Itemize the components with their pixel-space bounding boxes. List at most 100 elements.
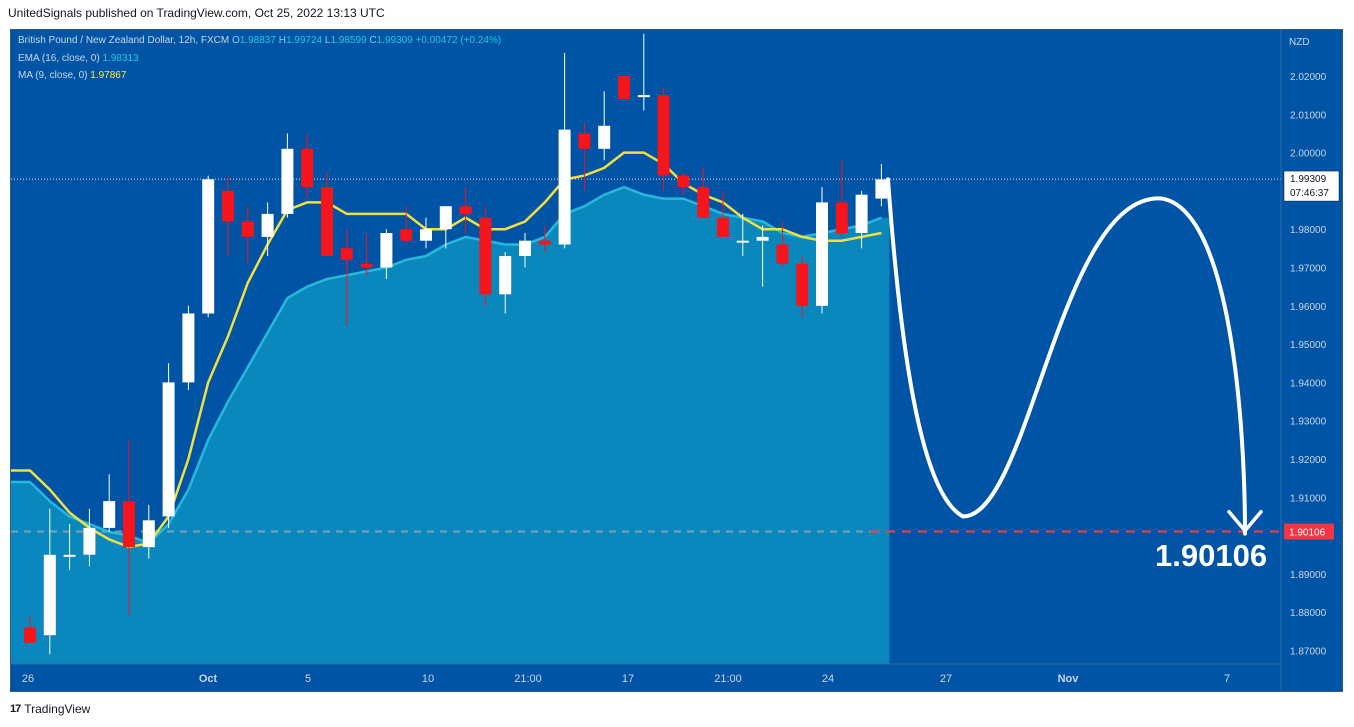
price-tick-label: 1.97000 (1290, 264, 1327, 275)
candle-body (677, 175, 690, 188)
legend-low: 1.98599 (330, 35, 367, 46)
candle (519, 233, 531, 268)
candle (83, 508, 96, 567)
candle (380, 229, 393, 279)
candle (439, 206, 452, 249)
candle (618, 76, 630, 99)
time-tick-label: Oct (199, 673, 218, 685)
candle (558, 53, 571, 249)
candle (360, 233, 373, 276)
candle (816, 187, 828, 314)
legend-c-label: C (369, 35, 377, 46)
legend-l-label: L (324, 35, 331, 46)
time-tick-label: 10 (422, 673, 434, 685)
candle-body (598, 125, 611, 149)
candle-body (321, 187, 333, 256)
ema-area-fill (11, 187, 890, 664)
candle (657, 87, 670, 191)
candle-body (241, 221, 254, 237)
candle-body (261, 213, 274, 237)
time-tick-label: 24 (822, 673, 834, 685)
price-tick-label: 1.94000 (1290, 378, 1327, 389)
candle-body (162, 382, 175, 517)
candle-body (63, 554, 76, 557)
candle (677, 171, 690, 195)
price-tick-label: 1.98000 (1290, 225, 1327, 236)
price-axis-currency: NZD (1289, 37, 1310, 48)
candle-body (538, 240, 551, 245)
candle-body (439, 206, 452, 230)
legend-row-price: British Pound / New Zealand Dollar, 12h,… (18, 35, 501, 46)
candle-body (736, 240, 749, 243)
candle (24, 616, 36, 643)
time-tick-label: 17 (622, 673, 634, 685)
price-tick-label: 2.00000 (1290, 149, 1327, 160)
legend-row-ma: MA (9, close, 0) 1.97867 (18, 70, 126, 81)
legend-symbol: British Pound / New Zealand Dollar, 12h,… (18, 35, 230, 46)
target-price-tag-label: 1.90106 (1289, 528, 1326, 539)
time-tick-label: 7 (1224, 673, 1230, 685)
forecast-arrowhead (1227, 510, 1263, 533)
candle-body (875, 179, 888, 199)
candle-body (123, 501, 135, 548)
candle (736, 213, 749, 257)
forecast-curve (886, 177, 1247, 536)
candle-body (697, 187, 710, 218)
time-tick-label: 27 (940, 673, 952, 685)
candle (162, 363, 175, 528)
candle (202, 175, 215, 318)
price-tick-label: 2.01000 (1290, 110, 1327, 121)
candle-body (182, 313, 195, 383)
candle (717, 190, 729, 237)
price-tick-label: 1.92000 (1290, 455, 1327, 466)
price-tick-label: 1.88000 (1290, 608, 1327, 619)
candle (103, 474, 116, 532)
candle (142, 504, 155, 559)
legend-open: 1.98837 (239, 35, 276, 46)
candle-body (479, 217, 492, 295)
candle-body (816, 202, 828, 306)
candle (776, 221, 789, 268)
candle (281, 133, 294, 218)
candle (301, 133, 314, 199)
last-price-tag-label: 1.99309 (1290, 174, 1327, 185)
legend-ema-label: EMA (16, close, 0) (18, 53, 100, 64)
tradingview-footer[interactable]: 17 TradingView (10, 702, 90, 716)
candle-body (796, 263, 809, 306)
candle (261, 202, 274, 257)
candle-body (142, 520, 155, 548)
time-tick-label: Nov (1058, 673, 1080, 685)
candle (420, 217, 432, 249)
candle (875, 164, 888, 207)
legend-high: 1.99724 (285, 35, 323, 46)
candle-body (756, 236, 769, 241)
price-tick-label: 1.89000 (1290, 570, 1327, 581)
target-price-tag (1284, 523, 1334, 540)
candle-body (519, 240, 531, 256)
price-tick-label: 2.02000 (1290, 72, 1327, 83)
candle (855, 190, 868, 249)
candle (43, 508, 56, 655)
candle (538, 225, 551, 253)
candle (63, 524, 76, 571)
candle-body (301, 148, 314, 188)
candle (241, 206, 254, 264)
candle-body (776, 244, 789, 264)
legend-o-label: O (232, 35, 240, 46)
candle-body (83, 527, 96, 555)
candle-body (360, 263, 373, 268)
candle-body (281, 148, 294, 214)
candle (321, 171, 333, 256)
candle (479, 206, 492, 306)
legend-ema-value: 1.98313 (102, 53, 139, 64)
legend-ma-value: 1.97867 (90, 70, 127, 81)
legend-h-label: H (278, 35, 286, 46)
candle-body (618, 76, 630, 99)
countdown-label: 07:46:37 (1290, 188, 1329, 199)
candle-body (499, 256, 512, 295)
price-tick-label: 1.91000 (1290, 493, 1327, 504)
time-tick-label: 26 (22, 673, 34, 685)
candle-body (717, 217, 729, 237)
candle (123, 439, 135, 617)
